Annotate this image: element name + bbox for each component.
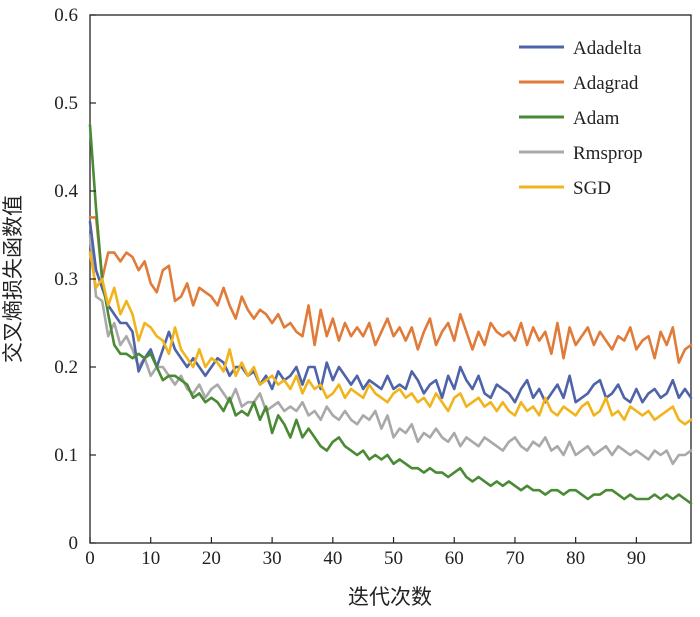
y-tick-label: 0.5 (54, 93, 78, 114)
x-tick-label: 50 (384, 548, 403, 569)
legend-label-adam: Adam (573, 108, 620, 129)
plot-frame (89, 14, 692, 544)
y-tick-label: 0.2 (54, 357, 78, 378)
series-line-adam (88, 123, 693, 505)
legend-label-adadelta: Adadelta (573, 38, 642, 59)
x-tick-label: 80 (566, 548, 585, 569)
x-tick-label: 60 (445, 548, 464, 569)
x-tick-label: 40 (323, 548, 342, 569)
y-tick-label: 0 (69, 533, 79, 554)
x-tick-label: 10 (141, 548, 160, 569)
legend-label-adagrad: Adagrad (573, 73, 639, 94)
y-tick-label: 0.6 (54, 5, 78, 26)
x-tick-label: 20 (202, 548, 221, 569)
x-tick-label: 30 (263, 548, 282, 569)
series-line-sgd (88, 251, 693, 426)
series-layer (88, 123, 693, 505)
legend-label-rmsprop: Rmsprop (573, 143, 643, 164)
x-tick-label: 0 (85, 548, 95, 569)
y-tick-label: 0.1 (54, 445, 78, 466)
y-axis-title: 交叉熵损失函数值 (1, 195, 25, 363)
legend: Adadelta Adagrad Adam Rmsprop SGD (519, 38, 643, 199)
legend-label-sgd: SGD (573, 178, 611, 199)
x-tick-label: 90 (627, 548, 646, 569)
ticks-layer: 0 10 20 30 40 50 60 70 80 90 0 0.1 0.2 0.3 0.4 0.5 0.6 (54, 5, 646, 569)
y-tick-label: 0.4 (54, 181, 78, 202)
series-line-adagrad (88, 216, 693, 364)
x-tick-label: 70 (505, 548, 524, 569)
x-axis-title: 迭代次数 (348, 585, 432, 609)
y-tick-label: 0.3 (54, 269, 78, 290)
